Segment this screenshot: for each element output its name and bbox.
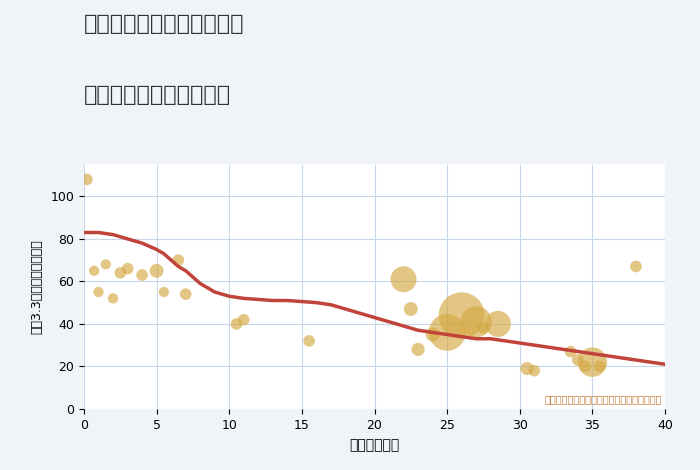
- Text: 兵庫県姫路市安富町三森の: 兵庫県姫路市安富町三森の: [84, 14, 244, 34]
- Point: [158, 288, 169, 296]
- Text: 築年数別中古戸建て価格: 築年数別中古戸建て価格: [84, 85, 231, 105]
- Point: [398, 275, 409, 283]
- Point: [122, 265, 133, 273]
- Point: [573, 356, 584, 364]
- Point: [631, 263, 642, 270]
- Point: [405, 305, 416, 313]
- Point: [528, 367, 540, 375]
- Point: [81, 176, 92, 183]
- Point: [580, 363, 591, 370]
- Point: [115, 269, 126, 277]
- Point: [470, 318, 482, 326]
- Point: [89, 267, 100, 274]
- Point: [100, 261, 111, 268]
- Point: [173, 256, 184, 264]
- Point: [456, 312, 468, 319]
- Point: [478, 324, 489, 332]
- Point: [442, 329, 453, 336]
- Point: [108, 295, 119, 302]
- X-axis label: 築年数（年）: 築年数（年）: [349, 439, 400, 453]
- Point: [587, 359, 598, 366]
- Point: [180, 290, 191, 298]
- Point: [594, 363, 606, 370]
- Point: [565, 348, 576, 355]
- Point: [427, 331, 438, 338]
- Text: 円の大きさは、取引のあった物件面積を示す: 円の大きさは、取引のあった物件面積を示す: [545, 395, 662, 405]
- Point: [238, 316, 249, 323]
- Point: [136, 271, 148, 279]
- Point: [492, 320, 503, 328]
- Point: [412, 345, 423, 353]
- Point: [304, 337, 315, 345]
- Point: [522, 365, 533, 372]
- Point: [93, 288, 104, 296]
- Point: [151, 267, 162, 274]
- Y-axis label: 坪（3.3㎡）単価（万円）: 坪（3.3㎡）単価（万円）: [31, 239, 43, 334]
- Point: [231, 320, 242, 328]
